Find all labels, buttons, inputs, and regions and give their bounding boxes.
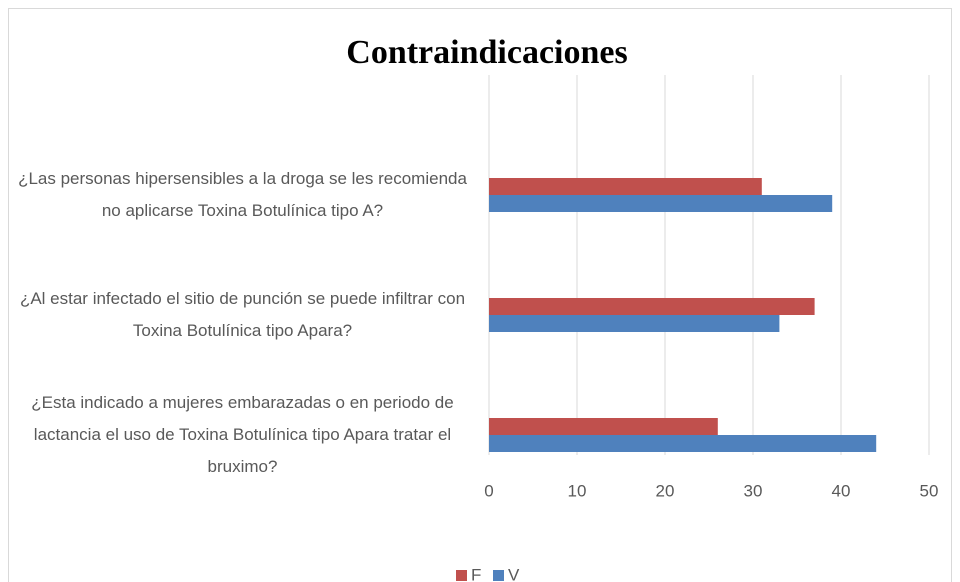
category-label: ¿Esta indicado a mujeres embarazadas o e… bbox=[31, 393, 454, 476]
x-tick-label: 0 bbox=[484, 481, 493, 500]
chart-border bbox=[8, 8, 952, 582]
bar bbox=[489, 418, 718, 435]
legend-label: F bbox=[471, 565, 481, 582]
bar bbox=[489, 315, 780, 332]
chart-title: Contraindicaciones bbox=[346, 34, 627, 71]
x-tick-label: 20 bbox=[656, 481, 675, 500]
x-tick-label: 10 bbox=[568, 481, 587, 500]
category-label: ¿Al estar infectado el sitio de punción … bbox=[19, 289, 466, 340]
legend-swatch bbox=[456, 570, 467, 581]
legend-swatch bbox=[493, 570, 504, 581]
bar bbox=[489, 435, 877, 452]
x-tick-label: 50 bbox=[920, 481, 939, 500]
x-tick-label: 30 bbox=[744, 481, 763, 500]
bar bbox=[489, 298, 815, 315]
category-label: ¿Las personas hipersensibles a la droga … bbox=[18, 169, 467, 220]
x-tick-label: 40 bbox=[832, 481, 851, 500]
legend-label: V bbox=[508, 565, 520, 582]
bar bbox=[489, 178, 762, 195]
bar bbox=[489, 195, 833, 212]
